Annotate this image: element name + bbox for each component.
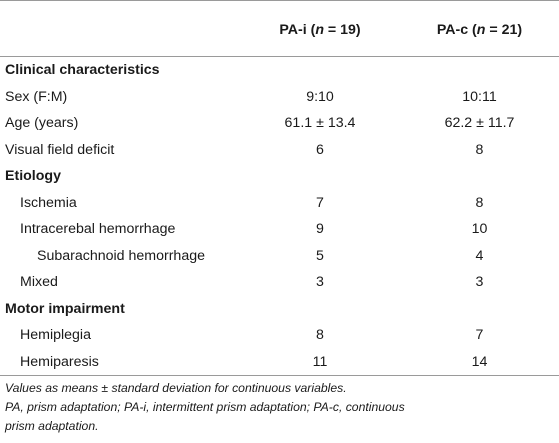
header-pa-c: PA-c (n = 21) bbox=[400, 0, 559, 57]
pa-i-cell: 3 bbox=[316, 274, 324, 291]
header-pa-i-n: n bbox=[315, 21, 324, 38]
pa-i-cell: 8 bbox=[316, 327, 324, 344]
row-label: Hemiparesis bbox=[0, 348, 240, 376]
pa-i-cell bbox=[240, 57, 400, 84]
table-footnotes: Values as means ± standard deviation for… bbox=[5, 379, 555, 436]
pa-i-cell: 7 bbox=[316, 194, 324, 211]
row-label: Age (years) bbox=[5, 115, 79, 132]
pa-i-cell: 61.1 ± 13.4 bbox=[284, 115, 356, 132]
header-pa-i-suffix: = 19) bbox=[323, 21, 361, 38]
row-label: Visual field deficit bbox=[5, 141, 115, 158]
pa-i-cell: 6 bbox=[316, 141, 324, 158]
header-pa-c-n: n bbox=[476, 21, 486, 38]
pa-i-cell: 11 bbox=[240, 348, 400, 376]
pa-i-cell: 9:10 bbox=[306, 88, 334, 105]
table-row: Intracerebal hemorrhage 9 10 bbox=[0, 216, 559, 243]
header-pa-c-prefix: PA-c ( bbox=[436, 21, 477, 38]
pa-c-cell: 10:11 bbox=[462, 88, 497, 105]
table-row: Ischemia 7 8 bbox=[0, 190, 559, 217]
table-row: Age (years) 61.1 ± 13.4 62.2 ± 11.7 bbox=[0, 110, 559, 137]
table-row: Visual field deficit 6 8 bbox=[0, 137, 559, 164]
pa-c-cell: 3 bbox=[475, 274, 484, 291]
header-pa-c-suffix: = 21) bbox=[485, 21, 523, 38]
header-row: PA-i (n = 19) PA-c (n = 21) bbox=[0, 0, 559, 57]
data-table: PA-i (n = 19) PA-c (n = 21) Clinical cha… bbox=[0, 0, 559, 376]
pa-i-cell: 5 bbox=[316, 247, 324, 264]
pa-c-cell: 7 bbox=[475, 327, 484, 344]
header-empty-cell bbox=[0, 0, 240, 57]
row-label: Ischemia bbox=[20, 194, 77, 211]
pa-i-cell: 9 bbox=[316, 221, 324, 238]
row-label: Sex (F:M) bbox=[5, 88, 68, 105]
pa-c-cell bbox=[400, 296, 559, 323]
table-row: Hemiplegia 8 7 bbox=[0, 322, 559, 349]
pa-c-cell: 4 bbox=[475, 247, 484, 264]
section-label: Etiology bbox=[5, 168, 61, 185]
pa-i-cell bbox=[240, 296, 400, 323]
pa-c-cell: 10 bbox=[471, 221, 488, 238]
header-pa-i-prefix: PA-i ( bbox=[279, 21, 316, 38]
pa-c-cell bbox=[400, 57, 559, 84]
header-pa-i: PA-i (n = 19) bbox=[240, 0, 400, 57]
row-label: Mixed bbox=[20, 274, 58, 291]
row-label: Intracerebal hemorrhage bbox=[20, 221, 176, 238]
row-label: Subarachnoid hemorrhage bbox=[37, 247, 205, 264]
section-row-etiology: Etiology bbox=[0, 163, 559, 190]
table-row: Mixed 3 3 bbox=[0, 269, 559, 296]
pa-c-cell: 8 bbox=[475, 194, 484, 211]
footnote-line: PA, prism adaptation; PA-i, intermittent… bbox=[5, 400, 405, 414]
pa-i-cell bbox=[240, 163, 400, 190]
section-label: Clinical characteristics bbox=[5, 62, 160, 79]
section-row-clinical: Clinical characteristics bbox=[0, 57, 559, 84]
section-label: Motor impairment bbox=[5, 300, 125, 317]
section-row-motor: Motor impairment bbox=[0, 296, 559, 323]
row-label: Hemiplegia bbox=[20, 327, 91, 344]
table-row: Subarachnoid hemorrhage 5 4 bbox=[0, 243, 559, 270]
pa-c-cell: 14 bbox=[400, 348, 559, 376]
table-row: Sex (F:M) 9:10 10:11 bbox=[0, 84, 559, 111]
pa-c-cell bbox=[400, 163, 559, 190]
footnote-line: Values as means ± standard deviation for… bbox=[5, 381, 347, 395]
pa-c-cell: 62.2 ± 11.7 bbox=[444, 115, 515, 132]
pa-c-cell: 8 bbox=[475, 141, 484, 158]
table-row: Hemiparesis 11 14 bbox=[0, 348, 559, 376]
footnote-line: prism adaptation. bbox=[5, 419, 99, 433]
